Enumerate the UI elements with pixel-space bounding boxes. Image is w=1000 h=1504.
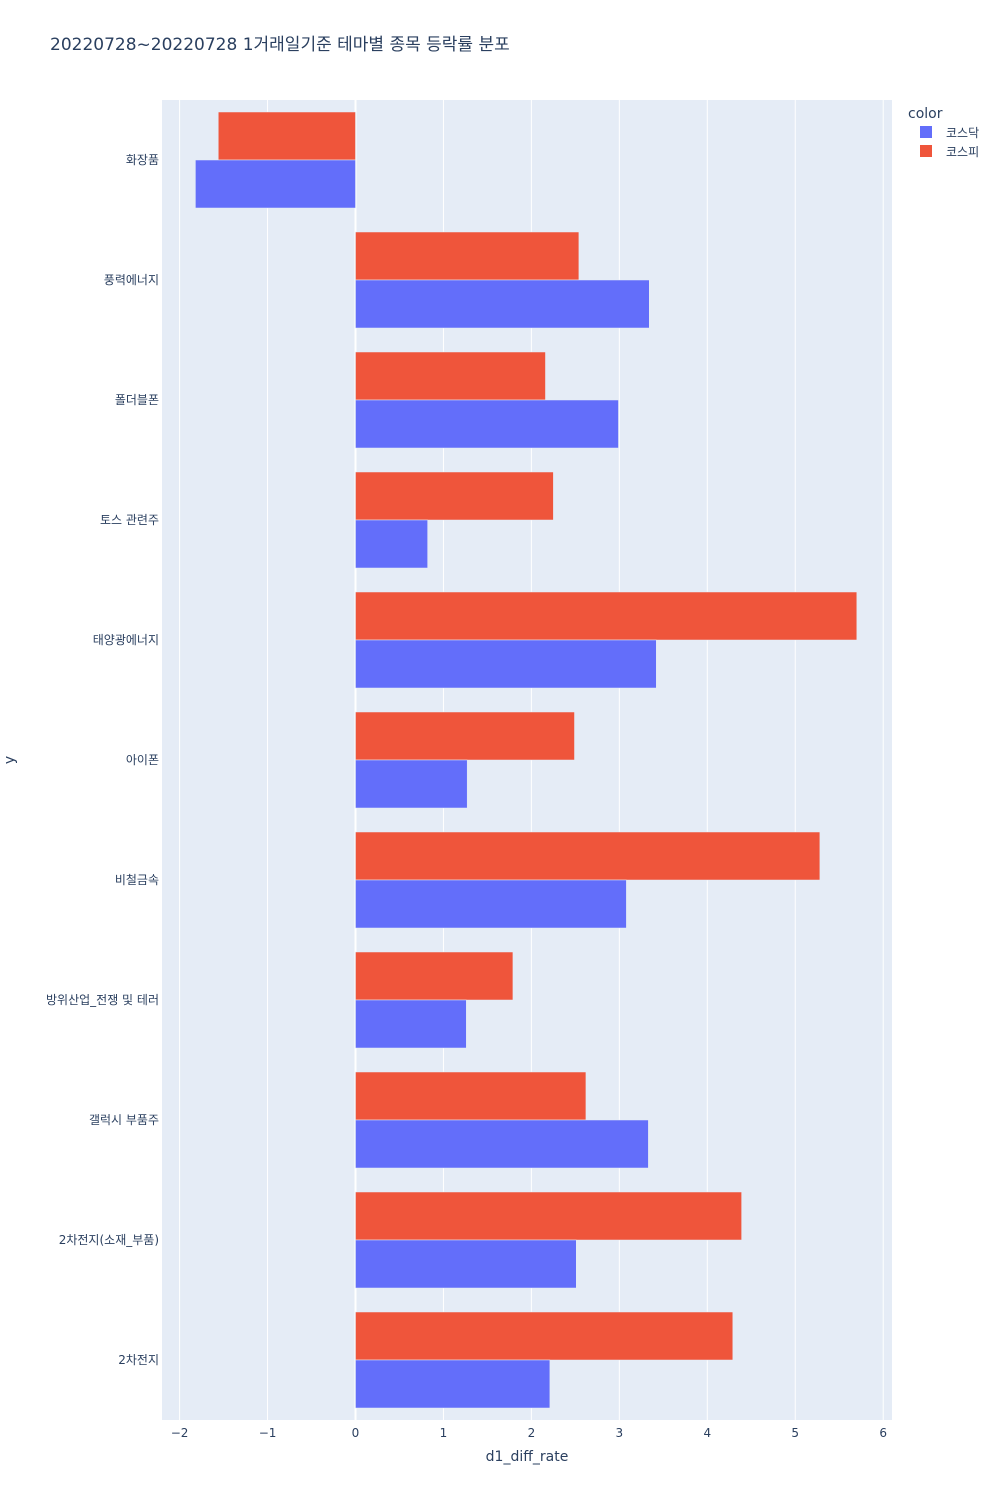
legend-swatch[interactable] xyxy=(920,126,932,138)
bar-kospi[interactable] xyxy=(355,351,546,401)
bar-kosdaq[interactable] xyxy=(355,1239,577,1289)
bar-kosdaq[interactable] xyxy=(355,999,467,1049)
bar-kosdaq[interactable] xyxy=(355,879,627,929)
bar-kosdaq[interactable] xyxy=(355,1359,551,1409)
y-tick-label: 2차전지(소재_부품) xyxy=(59,1233,159,1247)
x-tick-label: 5 xyxy=(791,1426,799,1440)
y-tick-label: 비철금속 xyxy=(115,873,159,887)
x-tick-label: 0 xyxy=(352,1426,360,1440)
x-tick-label: 4 xyxy=(703,1426,711,1440)
y-tick-label: 풍력에너지 xyxy=(104,273,159,287)
bar-kosdaq[interactable] xyxy=(355,399,619,449)
x-tick-label: 3 xyxy=(616,1426,624,1440)
bar-kospi[interactable] xyxy=(218,111,356,161)
y-tick-label: 갤럭시 부품주 xyxy=(89,1113,159,1127)
bar-kosdaq[interactable] xyxy=(355,1119,649,1169)
chart-title: 20220728~20220728 1거래일기준 테마별 종목 등락률 분포 xyxy=(50,35,510,55)
bar-kosdaq[interactable] xyxy=(355,519,428,569)
legend-item-label[interactable]: 코스닥 xyxy=(946,126,979,140)
x-tick-label: −1 xyxy=(259,1426,277,1440)
legend-title: color xyxy=(908,106,943,122)
bar-kosdaq[interactable] xyxy=(355,639,657,689)
bar-kosdaq[interactable] xyxy=(355,759,468,809)
x-tick-label: −2 xyxy=(171,1426,189,1440)
y-axis-label: y xyxy=(2,756,18,764)
y-tick-label: 화장품 xyxy=(126,153,159,167)
bar-kosdaq[interactable] xyxy=(355,279,650,329)
x-axis-label: d1_diff_rate xyxy=(486,1449,569,1465)
bar-kospi[interactable] xyxy=(355,471,554,521)
bar-kospi[interactable] xyxy=(355,591,858,641)
y-tick-label: 2차전지 xyxy=(118,1353,159,1367)
x-tick-label: 2 xyxy=(528,1426,536,1440)
bar-kospi[interactable] xyxy=(355,1311,734,1361)
x-tick-label: 6 xyxy=(879,1426,887,1440)
legend-item-label[interactable]: 코스피 xyxy=(946,145,979,159)
y-tick-label: 방위산업_전쟁 및 테러 xyxy=(46,993,159,1007)
y-tick-label: 토스 관련주 xyxy=(100,513,159,527)
bar-kosdaq[interactable] xyxy=(195,159,356,209)
bar-kospi[interactable] xyxy=(355,1071,587,1121)
y-tick-label: 아이폰 xyxy=(126,753,159,767)
bar-kospi[interactable] xyxy=(355,711,575,761)
bar-kospi[interactable] xyxy=(355,1191,742,1241)
y-tick-label: 폴더블폰 xyxy=(115,393,159,407)
bar-kospi[interactable] xyxy=(355,231,580,281)
bar-kospi[interactable] xyxy=(355,951,514,1001)
legend-swatch[interactable] xyxy=(920,145,932,157)
bar-kospi[interactable] xyxy=(355,831,821,881)
x-tick-label: 1 xyxy=(440,1426,448,1440)
y-tick-label: 태양광에너지 xyxy=(93,633,159,647)
